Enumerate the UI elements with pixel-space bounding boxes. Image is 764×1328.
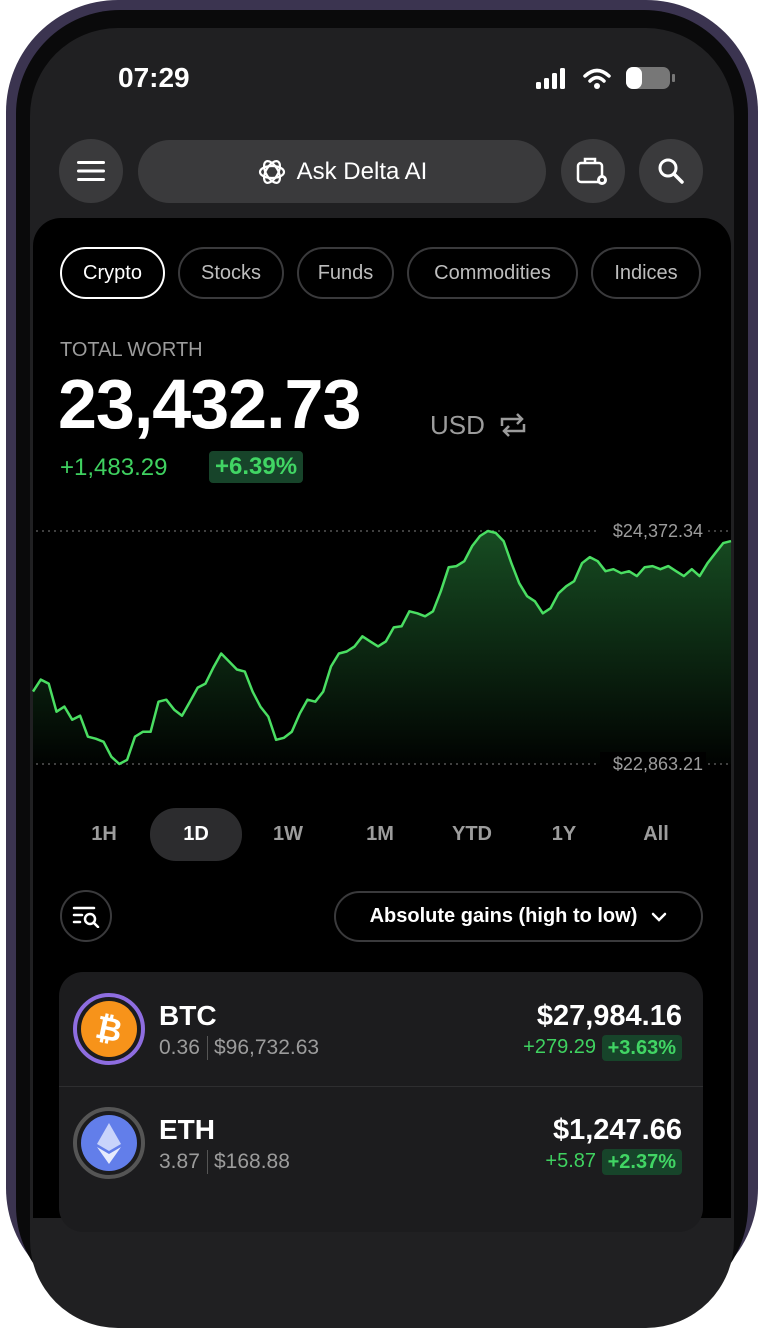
currency: USD bbox=[430, 410, 485, 440]
status-time: 07:29 bbox=[118, 62, 190, 93]
asset-change-percent: +2.37% bbox=[601, 1149, 682, 1175]
search-button[interactable] bbox=[639, 139, 703, 203]
chart-area bbox=[33, 531, 731, 764]
asset-value: $27,984.16 bbox=[536, 1000, 682, 1032]
portfolio-settings-button[interactable] bbox=[561, 139, 625, 203]
asset-tab[interactable]: Indices bbox=[591, 247, 701, 299]
asset-tab[interactable]: Commodities bbox=[407, 247, 578, 299]
time-range[interactable]: 1W bbox=[273, 823, 303, 845]
reference-label: $22,863.21 bbox=[613, 754, 703, 774]
asset-price: $96,732.63 bbox=[214, 1036, 320, 1059]
total-change: +1,483.29 bbox=[60, 454, 168, 481]
time-range[interactable]: All bbox=[643, 823, 669, 845]
asset-change-percent: +3.63% bbox=[601, 1035, 682, 1061]
asset-tab[interactable]: Stocks bbox=[178, 247, 284, 299]
total-worth-value: 23,432.73 bbox=[58, 365, 361, 443]
time-range[interactable]: 1M bbox=[366, 823, 394, 845]
separator bbox=[207, 1150, 208, 1174]
currency-switch-icon[interactable] bbox=[498, 412, 528, 438]
divider bbox=[59, 1086, 703, 1087]
ask-ai-label: Ask Delta AI bbox=[296, 157, 428, 185]
search-icon bbox=[658, 158, 684, 184]
asset-symbol: ETH bbox=[159, 1114, 215, 1145]
time-range[interactable]: 1Y bbox=[551, 823, 577, 845]
asset-amount: 0.36 bbox=[159, 1036, 200, 1059]
chart-line bbox=[31, 529, 732, 766]
asset-amount: 3.87 bbox=[159, 1150, 200, 1173]
filter-button[interactable] bbox=[60, 890, 112, 942]
asset-tab[interactable]: Funds bbox=[297, 247, 394, 299]
menu-icon bbox=[77, 161, 105, 181]
chevron-down bbox=[652, 912, 667, 922]
time-range[interactable]: YTD bbox=[452, 823, 492, 845]
menu-button[interactable] bbox=[59, 139, 123, 203]
asset-change: +279.29 bbox=[523, 1036, 596, 1058]
separator bbox=[207, 1036, 208, 1060]
reference-label-bg bbox=[600, 752, 706, 776]
time-range[interactable]: 1D bbox=[150, 808, 242, 861]
sort-dropdown[interactable]: Absolute gains (high to low) bbox=[334, 891, 703, 942]
page: 07:29 Ask Delta AI Crypto Stocks Funds Comm… bbox=[6, 0, 758, 1328]
total-change-percent: +6.39% bbox=[209, 451, 304, 483]
time-range[interactable]: 1H bbox=[91, 823, 117, 845]
total-worth-label: TOTAL WORTH bbox=[60, 339, 203, 361]
price-chart: $24,372.34 $22,863.21 bbox=[31, 519, 732, 776]
reference-label: $24,372.34 bbox=[613, 521, 703, 541]
asset-change: +5.87 bbox=[545, 1150, 596, 1172]
asset-price: $168.88 bbox=[214, 1150, 290, 1173]
eth-icon bbox=[73, 1107, 145, 1179]
asset-value: $1,247.66 bbox=[552, 1114, 682, 1146]
ai-icon bbox=[258, 159, 285, 184]
sort-label: Absolute gains (high to low) bbox=[369, 905, 638, 927]
asset-symbol: BTC bbox=[159, 1000, 217, 1031]
ask-ai-button[interactable]: Ask Delta AI bbox=[138, 140, 546, 203]
btc-icon: ₿ bbox=[73, 993, 145, 1065]
reference-label-bg bbox=[600, 519, 706, 543]
asset-tab[interactable]: Crypto bbox=[60, 247, 165, 299]
briefcase-icon bbox=[576, 157, 607, 185]
status-icons bbox=[536, 67, 675, 89]
filter-icon bbox=[72, 906, 100, 928]
